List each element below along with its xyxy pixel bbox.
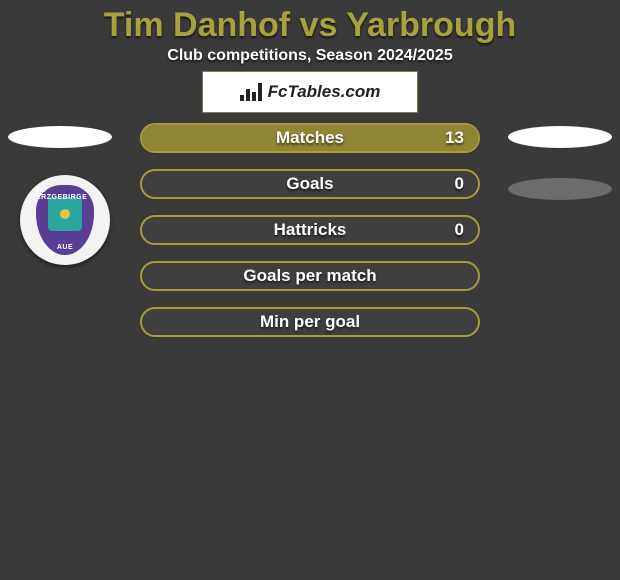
comparison-subtitle: Club competitions, Season 2024/2025 bbox=[0, 47, 620, 65]
stat-label: Min per goal bbox=[260, 312, 360, 332]
stat-row: Hattricks 0 bbox=[140, 215, 480, 245]
brand-watermark: FcTables.com bbox=[202, 71, 418, 113]
stat-row: Goals 0 bbox=[140, 169, 480, 199]
stat-value: 13 bbox=[445, 128, 464, 148]
stat-label: Goals per match bbox=[243, 266, 376, 286]
player1-club-crest: FC ERZGEBIRGE AUE bbox=[20, 175, 110, 265]
player2-placeholder-ellipse-2 bbox=[508, 178, 612, 200]
stats-chart: Matches 13 Goals 0 Hattricks 0 Goals per match… bbox=[140, 123, 480, 353]
stat-row: Matches 13 bbox=[140, 123, 480, 153]
crest-bottom-text: AUE bbox=[57, 244, 73, 251]
crest-top-text: FC ERZGEBIRGE bbox=[36, 187, 94, 201]
player1-placeholder-ellipse bbox=[8, 126, 112, 148]
stat-label: Hattricks bbox=[274, 220, 347, 240]
brand-text: FcTables.com bbox=[268, 82, 381, 102]
crest-shield-icon: FC ERZGEBIRGE AUE bbox=[36, 185, 94, 255]
stat-value: 0 bbox=[455, 220, 464, 240]
stat-row: Min per goal bbox=[140, 307, 480, 337]
stat-label: Matches bbox=[276, 128, 344, 148]
player2-placeholder-ellipse-1 bbox=[508, 126, 612, 148]
comparison-title: Tim Danhof vs Yarbrough bbox=[0, 0, 620, 45]
bar-chart-icon bbox=[240, 83, 262, 101]
stat-row: Goals per match bbox=[140, 261, 480, 291]
stat-label: Goals bbox=[286, 174, 333, 194]
stat-value: 0 bbox=[455, 174, 464, 194]
